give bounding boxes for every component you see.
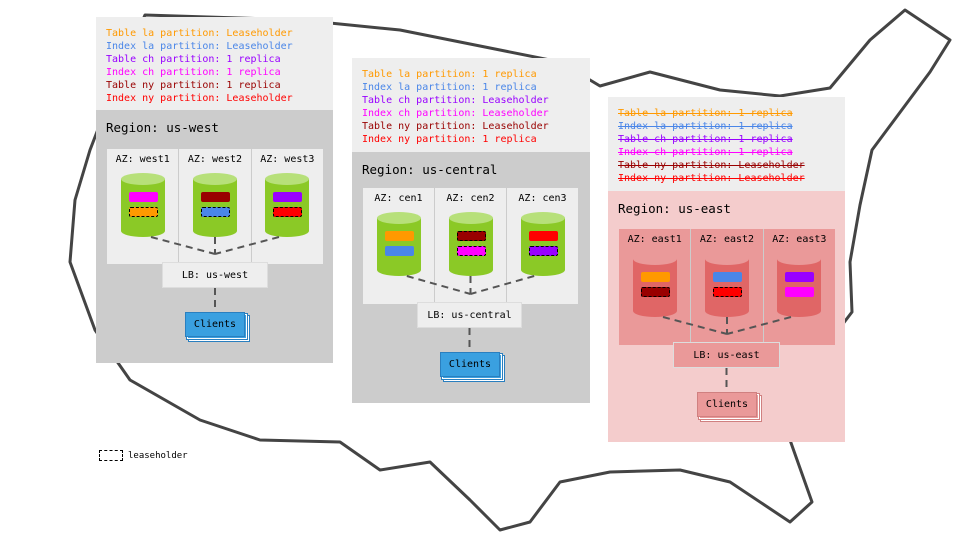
leaseholder-replica bbox=[640, 287, 670, 297]
leaseholder-key: leaseholder bbox=[99, 450, 188, 461]
load-balancer[interactable]: LB: us-central bbox=[417, 302, 522, 328]
database-node-icon[interactable] bbox=[265, 173, 310, 237]
az-label: AZ: west1 bbox=[115, 154, 170, 165]
clients-label: Clients bbox=[193, 319, 237, 330]
replica bbox=[712, 272, 742, 282]
database-node-icon[interactable] bbox=[120, 173, 165, 237]
partition-legend-us-west: Table la partition: Leaseholder Index la … bbox=[96, 17, 333, 110]
leaseholder-replica bbox=[273, 207, 303, 217]
availability-zone: AZ: east3 bbox=[762, 229, 835, 345]
replica bbox=[785, 287, 815, 297]
partition-legend-us-east: Table la partition: 1 replica Index la pa… bbox=[608, 97, 845, 191]
region-title: Region: us-central bbox=[362, 162, 498, 177]
legend-line: Index ny partition: Leaseholder bbox=[106, 93, 293, 104]
load-balancer[interactable]: LB: us-east bbox=[673, 342, 780, 368]
legend-line: Index la partition: 1 replica bbox=[362, 82, 537, 93]
database-node-icon[interactable] bbox=[376, 212, 421, 276]
az-row: AZ: east1 AZ: east2 AZ: east3 bbox=[619, 229, 835, 345]
database-node-icon[interactable] bbox=[704, 253, 749, 317]
legend-line: Index la partition: 1 replica bbox=[618, 121, 793, 132]
legend-line: Index la partition: Leaseholder bbox=[106, 41, 293, 52]
az-label: AZ: cen3 bbox=[518, 193, 567, 204]
replica bbox=[785, 272, 815, 282]
availability-zone: AZ: cen3 bbox=[506, 188, 578, 304]
legend-line: Table ch partition: 1 replica bbox=[618, 134, 793, 145]
az-row: AZ: cen1 AZ: cen2 AZ: cen3 bbox=[363, 188, 578, 304]
legend-line: Table ny partition: Leaseholder bbox=[618, 160, 805, 171]
clients-label: Clients bbox=[448, 359, 492, 370]
leaseholder-replica bbox=[712, 287, 742, 297]
partition-legend-us-central: Table la partition: 1 replica Index la pa… bbox=[352, 58, 590, 152]
replica bbox=[384, 231, 414, 241]
region-title: Region: us-east bbox=[618, 201, 731, 216]
database-node-icon[interactable] bbox=[192, 173, 237, 237]
replica bbox=[273, 192, 303, 202]
clients-stack[interactable]: Clients bbox=[185, 312, 249, 342]
replica bbox=[200, 192, 230, 202]
legend-line: Index ny partition: Leaseholder bbox=[618, 173, 805, 184]
availability-zone: AZ: west2 bbox=[178, 149, 250, 264]
availability-zone: AZ: east2 bbox=[690, 229, 762, 345]
dashed-box-icon bbox=[99, 450, 123, 461]
az-label: AZ: cen1 bbox=[374, 193, 423, 204]
database-node-icon[interactable] bbox=[777, 253, 822, 317]
load-balancer[interactable]: LB: us-west bbox=[162, 262, 268, 288]
clients-label: Clients bbox=[705, 399, 749, 410]
lb-label: LB: us-central bbox=[427, 309, 512, 321]
legend-line: Table la partition: 1 replica bbox=[618, 108, 793, 119]
database-node-icon[interactable] bbox=[520, 212, 565, 276]
database-node-icon[interactable] bbox=[632, 253, 677, 317]
legend-line: Table ch partition: Leaseholder bbox=[362, 95, 549, 106]
legend-line: Table la partition: Leaseholder bbox=[106, 28, 293, 39]
legend-line: Table ny partition: Leaseholder bbox=[362, 121, 549, 132]
leaseholder-replica bbox=[528, 246, 558, 256]
availability-zone: AZ: cen2 bbox=[434, 188, 506, 304]
replica bbox=[528, 231, 558, 241]
clients-stack[interactable]: Clients bbox=[697, 392, 761, 422]
legend-line: Index ch partition: Leaseholder bbox=[362, 108, 549, 119]
leaseholder-key-label: leaseholder bbox=[128, 450, 188, 461]
az-label: AZ: west3 bbox=[260, 154, 315, 165]
replica bbox=[128, 192, 158, 202]
legend-line: Index ny partition: 1 replica bbox=[362, 134, 537, 145]
leaseholder-replica bbox=[456, 231, 486, 241]
lb-label: LB: us-west bbox=[181, 269, 249, 281]
az-label: AZ: cen2 bbox=[446, 193, 495, 204]
legend-line: Table la partition: 1 replica bbox=[362, 69, 537, 80]
leaseholder-replica bbox=[128, 207, 158, 217]
availability-zone: AZ: west1 bbox=[107, 149, 178, 264]
availability-zone: AZ: east1 bbox=[619, 229, 690, 345]
az-label: AZ: east1 bbox=[627, 234, 682, 245]
az-label: AZ: east2 bbox=[699, 234, 755, 245]
replica bbox=[384, 246, 414, 256]
az-label: AZ: east3 bbox=[772, 234, 827, 245]
legend-line: Table ny partition: 1 replica bbox=[106, 80, 281, 91]
az-row: AZ: west1 AZ: west2 AZ: west3 bbox=[107, 149, 323, 264]
leaseholder-replica bbox=[456, 246, 486, 256]
clients-stack[interactable]: Clients bbox=[440, 352, 504, 382]
replica bbox=[640, 272, 670, 282]
legend-line: Index ch partition: 1 replica bbox=[106, 67, 281, 78]
leaseholder-replica bbox=[200, 207, 230, 217]
lb-label: LB: us-east bbox=[693, 349, 760, 361]
az-label: AZ: west2 bbox=[187, 154, 243, 165]
database-node-icon[interactable] bbox=[448, 212, 493, 276]
availability-zone: AZ: cen1 bbox=[363, 188, 434, 304]
legend-line: Table ch partition: 1 replica bbox=[106, 54, 281, 65]
availability-zone: AZ: west3 bbox=[250, 149, 323, 264]
region-title: Region: us-west bbox=[106, 120, 219, 135]
legend-line: Index ch partition: 1 replica bbox=[618, 147, 793, 158]
